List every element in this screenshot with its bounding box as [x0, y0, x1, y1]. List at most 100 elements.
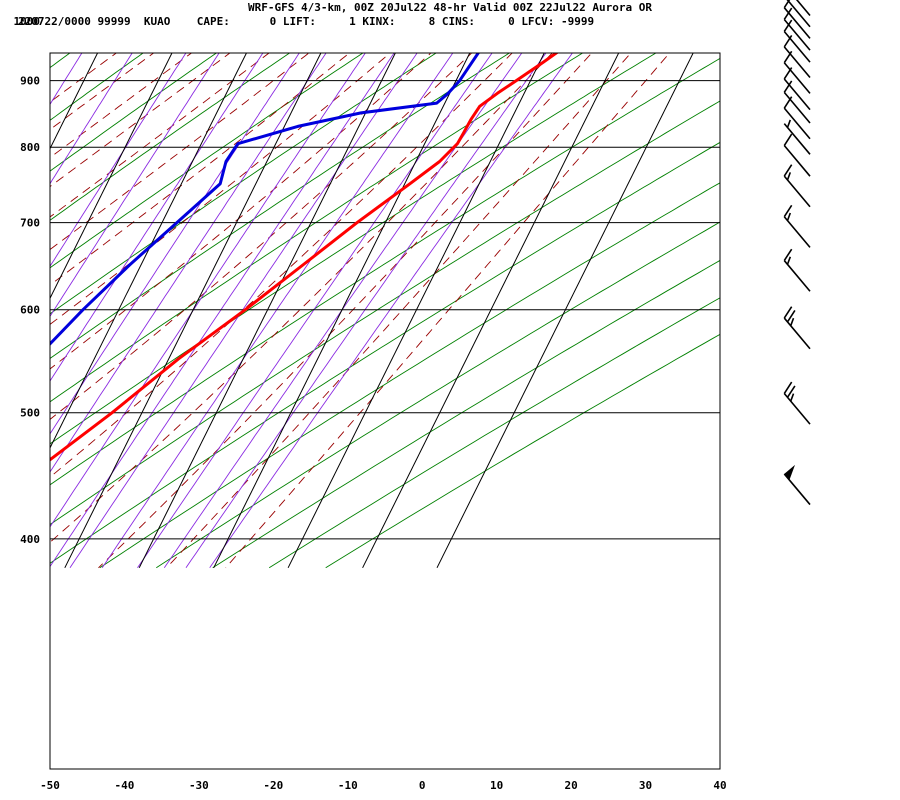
- wind-barb: [783, 133, 811, 177]
- pressure-tick-label: 500: [20, 407, 40, 420]
- wind-barb: [783, 80, 811, 124]
- barb-staff: [783, 216, 811, 248]
- barb-feather: [783, 133, 793, 146]
- barb-feather: [783, 164, 793, 177]
- mixing-ratio-line: [50, 53, 395, 568]
- barb-staff: [783, 46, 811, 79]
- dry-adiabat-line: [156, 221, 720, 569]
- barb-feather: [783, 7, 793, 20]
- temperature-profile: [50, 53, 559, 462]
- barb-feather: [783, 80, 793, 93]
- moist-adiabat-line: [50, 53, 193, 159]
- barb-staff: [783, 260, 811, 292]
- mixing-ratio-line: [50, 53, 220, 318]
- barb-feather: [783, 19, 793, 32]
- pressure-tick-label: 900: [20, 75, 40, 88]
- wind-barb: [795, 0, 811, 17]
- pressure-tick-label: 600: [20, 304, 40, 317]
- dry-adiabat-line: [50, 53, 291, 221]
- dry-adiabat-line: [50, 53, 364, 269]
- background-lines: [50, 53, 720, 569]
- temperature-tick-label: -20: [263, 779, 283, 792]
- isotherm-line: [50, 53, 99, 150]
- dry-adiabat-line: [325, 333, 720, 569]
- moist-adiabat-line: [50, 53, 513, 478]
- dry-adiabat-line: [50, 53, 657, 445]
- mixing-ratio-line: [209, 53, 573, 569]
- wind-barb: [783, 381, 811, 425]
- wind-barb: [783, 164, 811, 208]
- wind-barb: [783, 67, 811, 111]
- barb-staff: [783, 30, 811, 63]
- temperature-tick-label: 0: [419, 779, 426, 792]
- barb-staff: [783, 317, 811, 350]
- barb-feather: [783, 248, 793, 262]
- pressure-tick-label: 400: [20, 533, 40, 546]
- mixing-ratio-line: [50, 53, 187, 268]
- dry-adiabat-line: [50, 53, 218, 172]
- isotherm-line: [287, 53, 545, 569]
- barb-feather: [786, 119, 792, 128]
- barb-feather: [783, 0, 791, 9]
- temperature-tick-label: 30: [639, 779, 652, 792]
- pressure-tick-labels: 400 500 600 700 800 900 1000: [14, 15, 41, 546]
- mixing-ratio-line: [185, 53, 547, 569]
- temperature-tick-label: 40: [713, 779, 726, 792]
- barb-feather: [786, 385, 796, 398]
- chart-title: WRF-GFS 4/3-km, 00Z 20Jul22 48-hr Valid …: [248, 1, 652, 14]
- wind-barb: [783, 0, 811, 39]
- mixing-ratio-line: [137, 53, 493, 569]
- barb-feather: [786, 256, 792, 265]
- sounding-indices-header: 220722/0000 99999 KUAO CAPE: 0 LIFT: 1 K…: [18, 15, 595, 28]
- temperature-tick-label: -50: [40, 779, 60, 792]
- isotherm-line: [50, 53, 173, 300]
- dry-adiabat-line: [50, 53, 511, 360]
- barb-feather: [783, 306, 793, 319]
- mixing-ratio-line: [50, 53, 327, 473]
- isotherm-line: [64, 53, 322, 569]
- barb-staff: [783, 107, 811, 140]
- barb-feather: [783, 67, 793, 80]
- barb-feather: [783, 50, 793, 64]
- barb-staff: [783, 123, 811, 155]
- barb-feather: [786, 212, 792, 221]
- moist-adiabat-line: [98, 53, 593, 569]
- wind-barbs: [783, 0, 811, 506]
- isotherm-line: [362, 53, 620, 569]
- barb-feather: [783, 204, 793, 218]
- moist-adiabat-line: [50, 53, 553, 543]
- wind-barb: [783, 306, 811, 350]
- mixing-ratio-line: [163, 53, 523, 569]
- mixing-ratio-line: [50, 53, 300, 435]
- barb-feather: [786, 310, 796, 323]
- moist-adiabat-line: [50, 53, 432, 370]
- mixing-ratio-line: [50, 53, 366, 528]
- isotherm-line: [50, 53, 248, 449]
- barb-staff: [783, 78, 811, 111]
- moist-adiabat-line: [50, 53, 350, 286]
- wind-barb: [783, 19, 811, 63]
- dry-adiabat-line: [50, 53, 437, 315]
- isotherm-line: [436, 53, 694, 569]
- dry-adiabat-line: [50, 57, 720, 486]
- wind-barb: [783, 464, 811, 506]
- plot-frame: [49, 52, 721, 770]
- dry-adiabat-line: [50, 141, 720, 564]
- barb-feather: [783, 381, 793, 394]
- mixing-ratio-line: [101, 53, 454, 569]
- mixing-ratio-line: [50, 53, 264, 382]
- dry-adiabat-line: [99, 182, 720, 569]
- barb-staff: [783, 145, 811, 177]
- wind-barb: [783, 204, 811, 248]
- wind-barb: [783, 7, 811, 51]
- barb-staff: [795, 0, 811, 17]
- temperature-tick-label: 20: [564, 779, 577, 792]
- dry-adiabat-line: [50, 53, 584, 403]
- barb-feather: [783, 96, 793, 109]
- dry-adiabat-line: [268, 297, 720, 569]
- wind-barb: [783, 50, 811, 94]
- dry-adiabat-line: [50, 100, 720, 526]
- barb-pennant: [784, 464, 796, 481]
- temperature-tick-label: -40: [115, 779, 135, 792]
